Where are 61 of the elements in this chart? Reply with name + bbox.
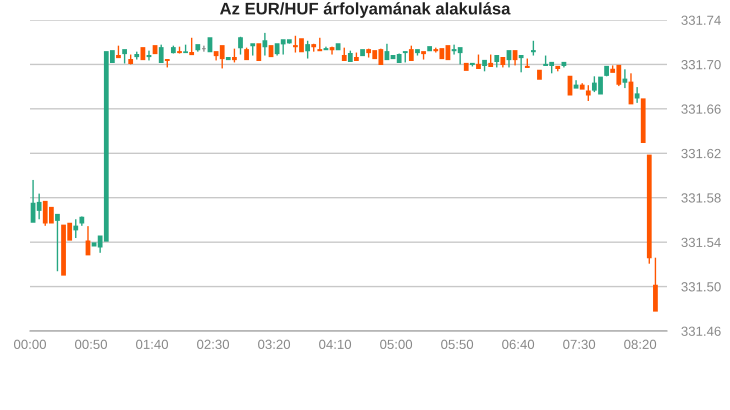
y-tick-label: 331.58 [681,193,721,203]
candlestick [262,32,268,56]
candlestick [622,68,628,89]
candlestick [476,54,481,70]
candlestick [500,56,506,68]
y-tick-label: 331.74 [681,16,721,25]
y-tick-label: 331.62 [681,148,721,158]
x-tick-label: 00:50 [75,340,108,350]
candlestick [348,50,353,62]
candlestick [73,218,78,239]
candlestick [256,43,262,61]
candlestick [183,44,188,54]
candlestick [482,60,487,72]
y-tick-label: 331.70 [681,60,721,70]
y-tick-label: 331.50 [681,282,721,292]
candlestick [568,76,572,96]
x-tick-label: 05:00 [380,340,412,350]
y-tick-label: 331.54 [681,238,721,248]
candlestick [232,48,237,64]
candlestick [488,54,494,68]
chart-title: Az EUR/HUF árfolyamának alakulása [220,2,511,18]
candlestick [55,214,60,272]
x-tick-label: 04:10 [319,340,352,350]
candlestick [268,45,274,58]
x-tick-label: 06:40 [502,340,534,350]
candlestick [146,50,152,62]
candlestick [518,54,524,74]
candlestick [158,44,164,64]
x-tick-label: 08:20 [624,340,656,350]
candlestick [128,54,134,66]
candlestick [250,43,256,56]
x-tick-label: 05:50 [441,340,474,350]
candlestick [305,40,310,60]
candlestick [524,58,530,68]
candlestick [238,36,243,56]
candlestick [506,50,512,68]
candlestick [408,44,414,62]
candlestick [189,37,194,56]
x-tick-label: 02:30 [197,340,230,350]
candlestick [244,46,249,60]
y-tick-label: 331.66 [681,104,721,114]
x-tick-label: 07:30 [563,340,596,350]
candlestick [116,44,121,58]
candlestick [122,48,127,64]
candlestick [342,46,347,62]
x-tick-label: 00:00 [14,340,46,350]
candlestick [317,37,322,52]
candlestick [402,50,408,64]
y-tick-label: 331.46 [681,326,721,336]
x-tick-label: 03:20 [258,340,290,350]
candlestick [86,225,90,256]
candlestick [634,86,640,104]
candlestick [604,66,609,78]
candlestick [494,54,500,68]
candlestick [208,37,212,52]
candlestick [512,50,518,66]
candlestick [586,84,591,102]
candlestick [530,40,536,56]
candlestick [140,47,146,60]
x-tick-label: 01:40 [136,340,168,350]
candlestick [628,72,634,105]
